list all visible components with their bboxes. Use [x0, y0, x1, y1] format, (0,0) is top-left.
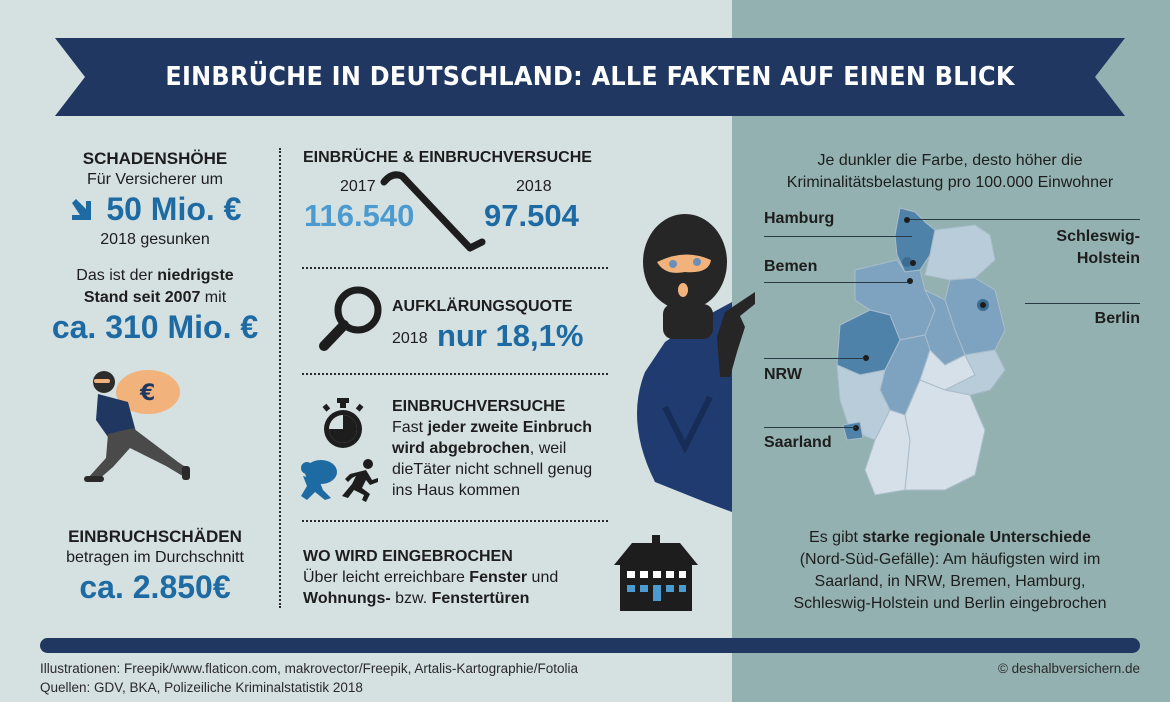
- magnifier-icon: [319, 286, 382, 351]
- summary-line3: Saarland, in NRW, Bremen, Hamburg,: [814, 573, 1086, 590]
- attempts-t1: Fast: [392, 419, 428, 436]
- hamburg-leader-line: [764, 236, 912, 237]
- saarland-leader-line: [764, 427, 856, 428]
- attempts-t4: , weil: [529, 440, 567, 457]
- attempts-heading: EINBRUCHVERSUCHE: [392, 398, 566, 415]
- schleswig-holstein-leader-line: [910, 219, 1140, 220]
- burglaries-2017-value: 116.540: [304, 198, 415, 233]
- lowest-post: mit: [200, 289, 227, 306]
- footer-sources: Quellen: GDV, BKA, Polizeiliche Kriminal…: [40, 680, 363, 695]
- average-line1: betragen im Durchschnitt: [66, 549, 244, 566]
- dotted-divider-2: [302, 373, 608, 375]
- where-heading: WO WIRD EINGEBROCHEN: [303, 548, 513, 565]
- lowest-pre: Das ist der: [76, 267, 158, 284]
- damage-value: 50 Mio. €: [106, 191, 242, 227]
- lowest-bold1: niedrigste: [157, 267, 234, 284]
- sh-label-line1: Schleswig-: [1056, 228, 1140, 245]
- where-line1: Über leicht erreichbare Fenster und: [303, 567, 558, 588]
- lowest-bold2: Stand seit 2007: [83, 289, 201, 306]
- clearance-value: nur 18,1%: [437, 318, 584, 353]
- berlin-leader-line: [1025, 303, 1140, 304]
- clearance-year: 2018: [392, 330, 428, 347]
- stopwatch-icon: [322, 398, 364, 448]
- lowest-line2: Stand seit 2007 mit: [30, 287, 280, 309]
- where-t1: Über leicht erreichbare: [303, 569, 470, 586]
- where-t3: und: [527, 569, 559, 586]
- running-thief-illustration: €: [78, 362, 208, 492]
- attempts-text: EINBRUCHVERSUCHE Fast jeder zweite Einbr…: [392, 396, 592, 501]
- burglaries-2018-value: 97.504: [484, 198, 579, 233]
- map-label-hamburg: Hamburg: [764, 210, 835, 227]
- damage-heading: SCHADENSHÖHE: [82, 149, 228, 168]
- vertical-dotted-divider: [279, 148, 281, 608]
- masked-burglar-illustration: [637, 214, 755, 512]
- footer-credits: Illustrationen: Freepik/www.flaticon.com…: [40, 661, 578, 676]
- summary-t2: starke regionale Unterschiede: [862, 529, 1091, 546]
- germany-map: [836, 207, 1006, 496]
- lowest-value: ca. 310 Mio. €: [51, 309, 259, 345]
- where-t5: bzw.: [390, 590, 432, 607]
- arrow-down-right-icon: [69, 195, 101, 226]
- map-summary: Es gibt starke regionale Unterschiede (N…: [740, 527, 1160, 615]
- average-value: ca. 2.850€: [79, 569, 231, 605]
- ribbon-shape: [55, 38, 1125, 116]
- map-label-bremen: Bemen: [764, 258, 818, 275]
- where-t6: Fenstertüren: [431, 590, 530, 607]
- year-2017: 2017: [340, 178, 376, 195]
- attempts-line1: Fast jeder zweite Einbruch: [392, 417, 592, 438]
- bremen-leader-line: [764, 282, 909, 283]
- summary-line1: Es gibt starke regionale Unterschiede: [740, 527, 1160, 549]
- left-background: [0, 0, 732, 702]
- lowest-line1: Das ist der niedrigste: [30, 265, 280, 287]
- dotted-divider-3: [302, 520, 608, 522]
- nrw-leader-line: [764, 358, 864, 359]
- crowbar-icon: [380, 171, 486, 252]
- footer-copyright: © deshalbversichern.de: [997, 661, 1140, 676]
- svg-text:€: €: [139, 381, 155, 406]
- map-label-berlin: Berlin: [1094, 310, 1140, 327]
- map-legend: Je dunkler die Farbe, desto höher die Kr…: [740, 150, 1160, 194]
- attempts-line2: wird abgebrochen, weil: [392, 438, 592, 459]
- dotted-divider-1: [302, 267, 608, 269]
- title-banner: EINBRÜCHE IN DEUTSCHLAND: ALLE FAKTEN AU…: [55, 38, 1125, 116]
- average-damage-section: EINBRUCHSCHÄDEN betragen im Durchschnitt…: [30, 523, 280, 605]
- map-legend-line2: Kriminalitätsbelastung pro 100.000 Einwo…: [786, 174, 1114, 191]
- burglaries-section: EINBRÜCHE & EINBRUCHVERSUCHE: [303, 149, 592, 167]
- damage-value-row: 50 Mio. €: [30, 191, 280, 229]
- attempts-line4: ins Haus kommen: [392, 482, 521, 499]
- where-text: WO WIRD EINGEBROCHEN Über leicht erreich…: [303, 546, 558, 609]
- thief-with-bag-icon: [301, 460, 337, 500]
- damage-line1: Für Versicherer um: [86, 171, 224, 188]
- map-legend-line1: Je dunkler die Farbe, desto höher die: [817, 152, 1083, 169]
- attempts-line3: dieTäter nicht schnell genug: [392, 461, 593, 478]
- running-person-icon: [342, 459, 378, 502]
- attempts-t3: wird abgebrochen: [392, 440, 530, 457]
- map-label-saarland: Saarland: [764, 434, 832, 451]
- summary-t1: Es gibt: [809, 529, 863, 546]
- house-icon: [614, 535, 698, 611]
- footer-bar: [40, 638, 1140, 653]
- where-t4: Wohnungs-: [303, 590, 391, 607]
- sh-label-line2: Holstein: [1076, 250, 1140, 267]
- where-line2: Wohnungs- bzw. Fenstertüren: [303, 588, 558, 609]
- damage-section: SCHADENSHÖHE Für Versicherer um 50 Mio. …: [30, 145, 280, 345]
- where-t2: Fenster: [469, 569, 528, 586]
- attempts-t2: jeder zweite Einbruch: [427, 419, 593, 436]
- burglaries-heading: EINBRÜCHE & EINBRUCHVERSUCHE: [303, 149, 592, 166]
- damage-line2: 2018 gesunken: [100, 231, 210, 248]
- map-label-schleswig-holstein: Schleswig- Holstein: [1030, 226, 1140, 270]
- summary-line4: Schleswig-Holstein und Berlin eingebroch…: [793, 595, 1107, 612]
- clearance-heading: AUFKLÄRUNGSQUOTE: [392, 298, 573, 315]
- average-heading: EINBRUCHSCHÄDEN: [68, 527, 242, 546]
- summary-line2: (Nord-Süd-Gefälle): Am häufigsten wird i…: [799, 551, 1101, 568]
- page-title: EINBRÜCHE IN DEUTSCHLAND: ALLE FAKTEN AU…: [165, 62, 1015, 92]
- map-label-nrw: NRW: [764, 366, 802, 383]
- year-2018: 2018: [516, 178, 552, 195]
